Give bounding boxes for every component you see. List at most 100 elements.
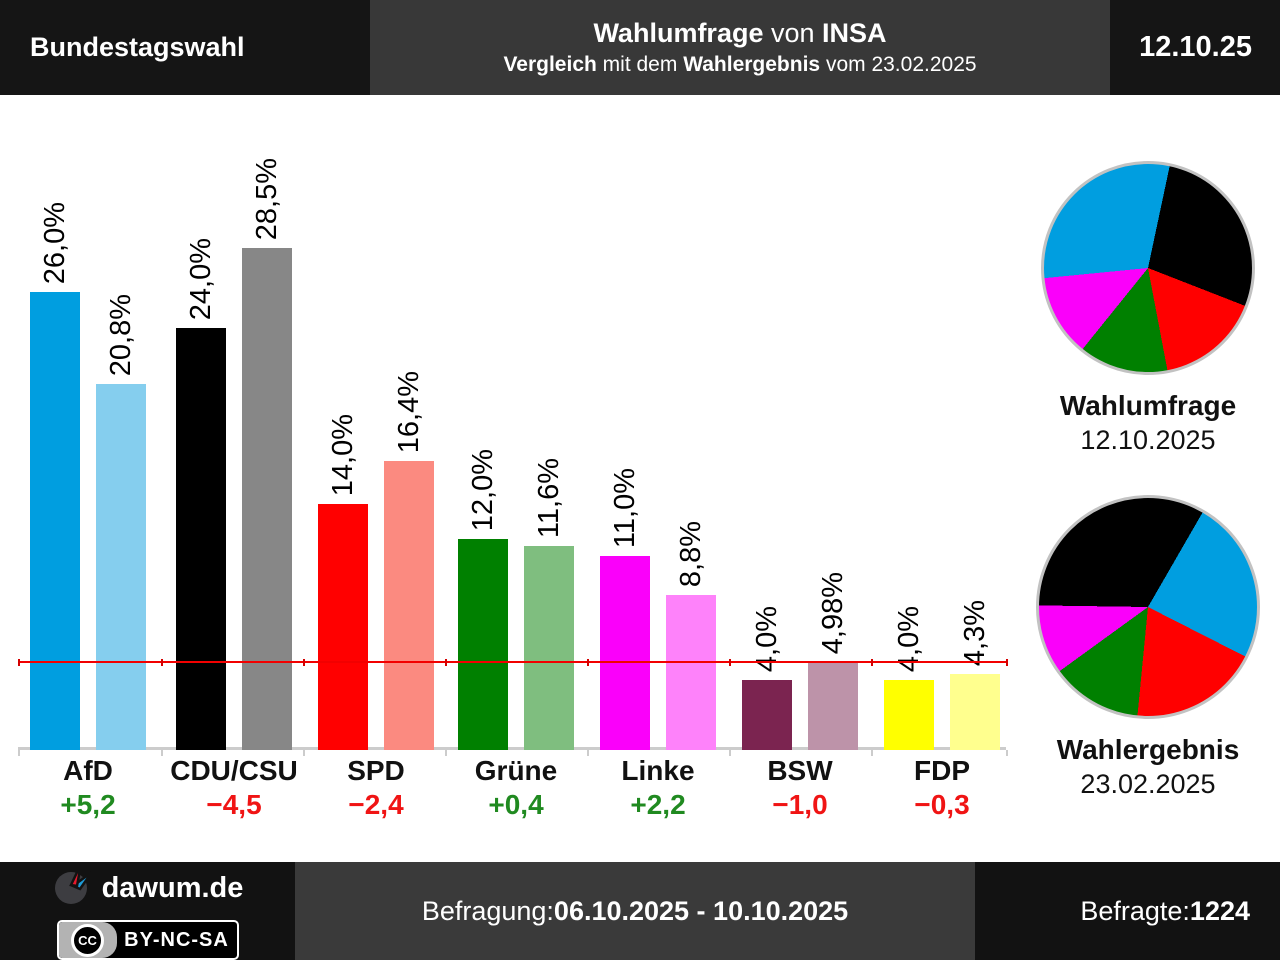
group-label-bsw: BSW −1,0 — [725, 755, 875, 821]
respondents-box: Befragte: 1224 — [975, 862, 1280, 960]
survey-period-dates: 06.10.2025 - 10.10.2025 — [553, 895, 849, 926]
threshold-tick — [587, 659, 589, 666]
five-percent-threshold-line — [18, 661, 1006, 663]
poll-pie-title: Wahlumfrage — [1059, 390, 1237, 421]
result-pie-date: 23.02.2025 — [1080, 769, 1216, 799]
group-label-afd: AfD +5,2 — [13, 755, 163, 821]
bar-value-label: 11,6% — [533, 457, 565, 538]
party-diff: +0,4 — [488, 789, 544, 820]
result-pie-block: Wahlergebnis 23.02.2025 — [1036, 495, 1260, 799]
poll-title-type: Wahlumfrage — [593, 18, 764, 48]
threshold-tick — [161, 659, 163, 666]
party-diff: −1,0 — [772, 789, 828, 820]
subtitle-date: vom 23.02.2025 — [820, 53, 977, 76]
bar-cducsu-ergebnis — [242, 248, 292, 750]
bar-cducsu-umfrage — [176, 328, 226, 750]
chart-area: 26,0% 20,8% AfD +5,2 24,0% 28,5% CDU/CSU −4,5 14… — [0, 95, 1280, 862]
bar-value-label: 24,0% — [185, 237, 217, 320]
party-diff: −0,3 — [914, 789, 970, 820]
brand: dawum.de — [52, 862, 244, 914]
axis-tick — [729, 750, 731, 756]
poll-pie-date: 12.10.2025 — [1080, 425, 1216, 455]
poll-title-connector: von — [763, 18, 823, 48]
axis-tick — [871, 750, 873, 756]
group-label-cducsu: CDU/CSU −4,5 — [159, 755, 309, 821]
party-name: Linke — [621, 755, 695, 786]
bar-value-label: 4,98% — [817, 571, 849, 654]
poll-institute: INSA — [822, 18, 887, 48]
cc-license-badge: CC BY-NC-SA — [56, 920, 239, 960]
threshold-tick — [445, 659, 447, 666]
poll-pie-chart — [1041, 161, 1255, 375]
group-label-spd: SPD −2,4 — [301, 755, 451, 821]
group-label-fdp: FDP −0,3 — [867, 755, 1017, 821]
party-name: AfD — [63, 755, 113, 786]
bar-value-label: 20,8% — [105, 293, 137, 376]
bar-bsw-umfrage — [742, 680, 792, 750]
threshold-tick — [303, 659, 305, 666]
x-axis-line — [18, 747, 1006, 750]
publish-date: 12.10.25 — [1139, 31, 1252, 63]
respondents-count: 1224 — [1189, 895, 1250, 926]
election-title: Bundestagswahl — [30, 32, 245, 62]
bar-fdp-ergebnis — [950, 674, 1000, 750]
poll-subtitle: Vergleich mit dem Wahlergebnis vom 23.02… — [503, 54, 976, 76]
party-name: CDU/CSU — [170, 755, 298, 786]
bar-spd-umfrage — [318, 504, 368, 750]
bar-value-label: 12,0% — [467, 448, 499, 531]
threshold-tick — [1006, 659, 1008, 666]
bar-spd-ergebnis — [384, 461, 434, 750]
bar-grüne-ergebnis — [524, 546, 574, 750]
axis-tick — [587, 750, 589, 756]
header: Bundestagswahl Wahlumfrage von INSA Verg… — [0, 0, 1280, 95]
survey-period-label: Befragung: — [421, 895, 554, 926]
party-name: BSW — [767, 755, 833, 786]
party-diff: −2,4 — [348, 789, 404, 820]
party-diff: +2,2 — [630, 789, 686, 820]
threshold-tick — [18, 659, 20, 666]
axis-tick — [1006, 750, 1008, 756]
bar-bsw-ergebnis — [808, 662, 858, 750]
result-pie-chart — [1036, 495, 1260, 719]
bar-afd-umfrage — [30, 292, 80, 750]
election-title-box: Bundestagswahl — [0, 0, 370, 95]
bar-value-label: 4,3% — [959, 599, 991, 666]
bar-value-label: 11,0% — [609, 467, 641, 548]
bar-value-label: 28,5% — [251, 157, 283, 240]
axis-tick — [303, 750, 305, 756]
party-diff: +5,2 — [60, 789, 116, 820]
poll-pie-block: Wahlumfrage 12.10.2025 — [1036, 161, 1260, 455]
party-name: FDP — [914, 755, 970, 786]
bar-value-label: 26,0% — [39, 201, 71, 284]
bar-fdp-umfrage — [884, 680, 934, 750]
bar-chart: 26,0% 20,8% AfD +5,2 24,0% 28,5% CDU/CSU −4,5 14… — [0, 95, 1280, 862]
bar-grüne-umfrage — [458, 539, 508, 750]
cc-license-text: BY-NC-SA — [124, 928, 229, 951]
publish-date-box: 12.10.25 — [1110, 0, 1280, 95]
poll-title-box: Wahlumfrage von INSA Vergleich mit dem W… — [370, 0, 1110, 95]
axis-tick — [445, 750, 447, 756]
brand-name: dawum.de — [101, 871, 244, 904]
bar-linke-umfrage — [600, 556, 650, 750]
cc-icon-panel: CC — [58, 922, 117, 958]
threshold-tick — [729, 659, 731, 666]
bar-afd-ergebnis — [96, 384, 146, 750]
group-label-linke: Linke +2,2 — [583, 755, 733, 821]
subtitle-word-wahlergebnis: Wahlergebnis — [683, 53, 821, 76]
bar-value-label: 8,8% — [675, 520, 707, 587]
survey-period-box: Befragung: 06.10.2025 - 10.10.2025 — [295, 862, 975, 960]
cc-icon: CC — [71, 923, 104, 957]
bar-value-label: 16,4% — [393, 370, 425, 453]
bar-linke-ergebnis — [666, 595, 716, 750]
party-name: Grüne — [474, 755, 558, 786]
branding-box: dawum.de CC BY-NC-SA — [0, 862, 295, 960]
threshold-tick — [871, 659, 873, 666]
group-label-grüne: Grüne +0,4 — [441, 755, 591, 821]
party-diff: −4,5 — [206, 789, 262, 820]
poll-title: Wahlumfrage von INSA — [593, 19, 886, 47]
respondents-label: Befragte: — [1080, 895, 1190, 926]
party-name: SPD — [347, 755, 405, 786]
result-pie-title: Wahlergebnis — [1056, 734, 1240, 765]
bar-value-label: 14,0% — [327, 413, 359, 496]
